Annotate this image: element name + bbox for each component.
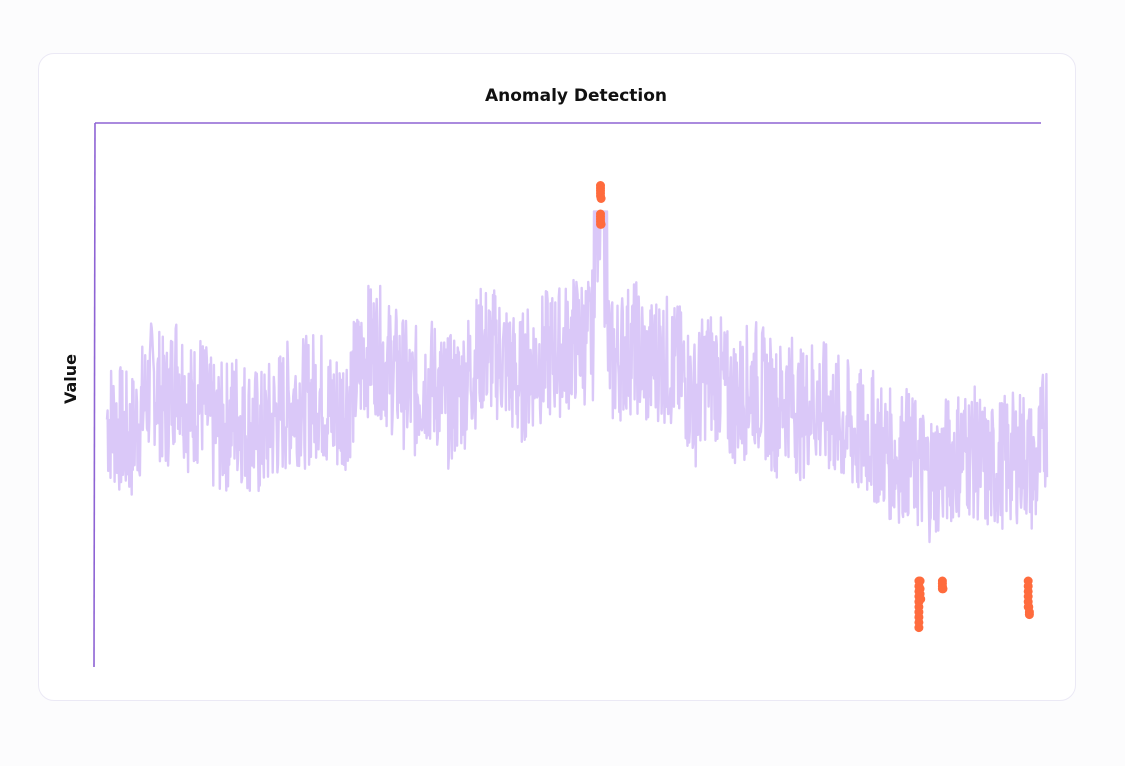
anomaly-point	[938, 584, 948, 594]
anomaly-chart: Anomaly Detection Value	[61, 86, 1049, 668]
plot-area	[105, 181, 1049, 633]
anomaly-point	[596, 194, 606, 203]
anomaly-point	[914, 623, 924, 633]
chart-title: Anomaly Detection	[485, 86, 667, 106]
anomaly-point	[915, 576, 925, 586]
y-axis-label: Value	[61, 354, 80, 404]
anomaly-point	[1024, 610, 1034, 620]
y-axis-line	[93, 122, 96, 668]
chart-card: Anomaly Detection Value	[38, 53, 1076, 701]
anomaly-point	[596, 219, 606, 229]
anomaly-point	[916, 594, 926, 604]
signal-series-line	[105, 210, 1049, 544]
